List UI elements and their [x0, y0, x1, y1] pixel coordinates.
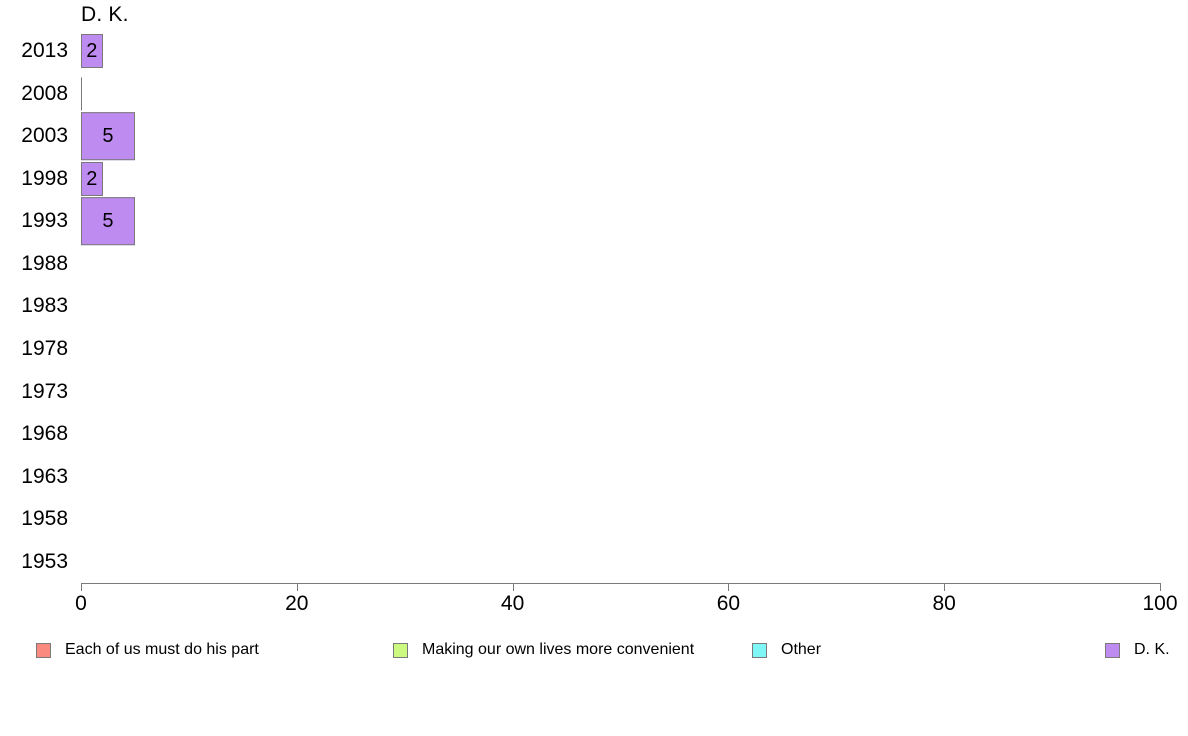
legend-label: Making our own lives more convenient	[422, 641, 695, 658]
bar-dk[interactable]: 2	[81, 161, 103, 196]
bar-track: 2	[81, 30, 1160, 73]
chart-rows: 2013 2 2008 2003 5 1998 2 1993 5 1988 1983 1978 1973…	[0, 30, 1188, 583]
chart-row: 1973	[0, 370, 1188, 413]
y-axis-label: 1958	[21, 507, 68, 531]
chart-row: 1958	[0, 498, 1188, 541]
chart-row: 1983	[0, 285, 1188, 328]
x-axis-tick-label: 60	[716, 592, 741, 615]
legend-label: Each of us must do his part	[65, 641, 259, 658]
y-axis-label: 1988	[21, 251, 68, 275]
legend-swatch-icon	[36, 642, 51, 658]
y-axis-label: 2013	[21, 39, 68, 63]
legend-label: Other	[781, 641, 822, 658]
chart-row: 1993 5	[0, 197, 1188, 246]
x-axis-tick	[296, 583, 298, 591]
legend-label: D. K.	[1134, 641, 1170, 658]
x-axis-tick	[944, 583, 946, 591]
x-axis-tick-label: 100	[1142, 592, 1178, 615]
bar-dk[interactable]: 5	[81, 197, 135, 246]
bar-dk[interactable]	[81, 77, 82, 111]
y-axis-label: 1983	[21, 294, 68, 318]
x-axis-tick	[1160, 583, 1161, 591]
x-axis-tick	[728, 583, 730, 591]
y-axis-label: 2003	[21, 124, 68, 148]
bar-track: 5	[81, 112, 1160, 161]
bar-dk[interactable]: 2	[81, 34, 103, 69]
bar-value-label: 5	[102, 125, 114, 148]
x-axis-line	[81, 583, 1160, 584]
legend-item[interactable]: Making our own lives more convenient	[393, 636, 694, 664]
chart-row: 2003 5	[0, 112, 1188, 161]
x-axis-tick-label: 40	[500, 592, 525, 615]
x-axis-tick	[512, 583, 514, 591]
chart-title: D. K.	[81, 3, 129, 26]
x-axis-tick-label: 80	[932, 592, 956, 615]
bar-track	[81, 243, 1160, 286]
bar-track	[81, 370, 1160, 413]
bar-track	[81, 328, 1160, 371]
chart-legend: Each of us must do his part Making our ow…	[0, 636, 1188, 664]
y-axis-label: 1998	[21, 166, 68, 190]
bar-track	[81, 540, 1160, 583]
x-axis-tick-label: 0	[75, 592, 87, 615]
legend-item[interactable]: D. K.	[1105, 636, 1170, 664]
chart-row: 1968	[0, 413, 1188, 456]
chart-row: 1963	[0, 455, 1188, 498]
y-axis-label: 1963	[21, 464, 68, 488]
bar-track	[81, 455, 1160, 498]
y-axis-label: 1978	[21, 337, 68, 361]
bar-dk[interactable]: 5	[81, 112, 135, 161]
y-axis-label: 1993	[21, 209, 68, 233]
legend-swatch-icon	[393, 642, 408, 658]
bar-value-label: 5	[102, 210, 114, 233]
y-axis-label: 1973	[21, 379, 68, 403]
legend-item[interactable]: Other	[752, 636, 821, 664]
bar-value-label: 2	[86, 40, 98, 63]
legend-swatch-icon	[1105, 642, 1120, 658]
bar-value-label: 2	[86, 167, 98, 190]
bar-track	[81, 413, 1160, 456]
x-axis-tick	[81, 583, 82, 591]
chart-row: 1998 2	[0, 158, 1188, 201]
chart-row: 2008	[0, 73, 1188, 116]
bar-track: 2	[81, 158, 1160, 201]
chart-row: 2013 2	[0, 30, 1188, 73]
legend-item[interactable]: Each of us must do his part	[36, 636, 259, 664]
bar-track: 5	[81, 197, 1160, 246]
y-axis-label: 2008	[21, 81, 68, 105]
chart-row: 1988	[0, 243, 1188, 286]
y-axis-label: 1953	[21, 549, 68, 573]
legend-swatch-icon	[752, 642, 767, 658]
bar-track	[81, 73, 1160, 116]
bar-track	[81, 498, 1160, 541]
y-axis-label: 1968	[21, 422, 68, 446]
x-axis-tick-label: 20	[285, 592, 309, 615]
chart-row: 1978	[0, 328, 1188, 371]
bar-track	[81, 285, 1160, 328]
chart-row: 1953	[0, 540, 1188, 583]
